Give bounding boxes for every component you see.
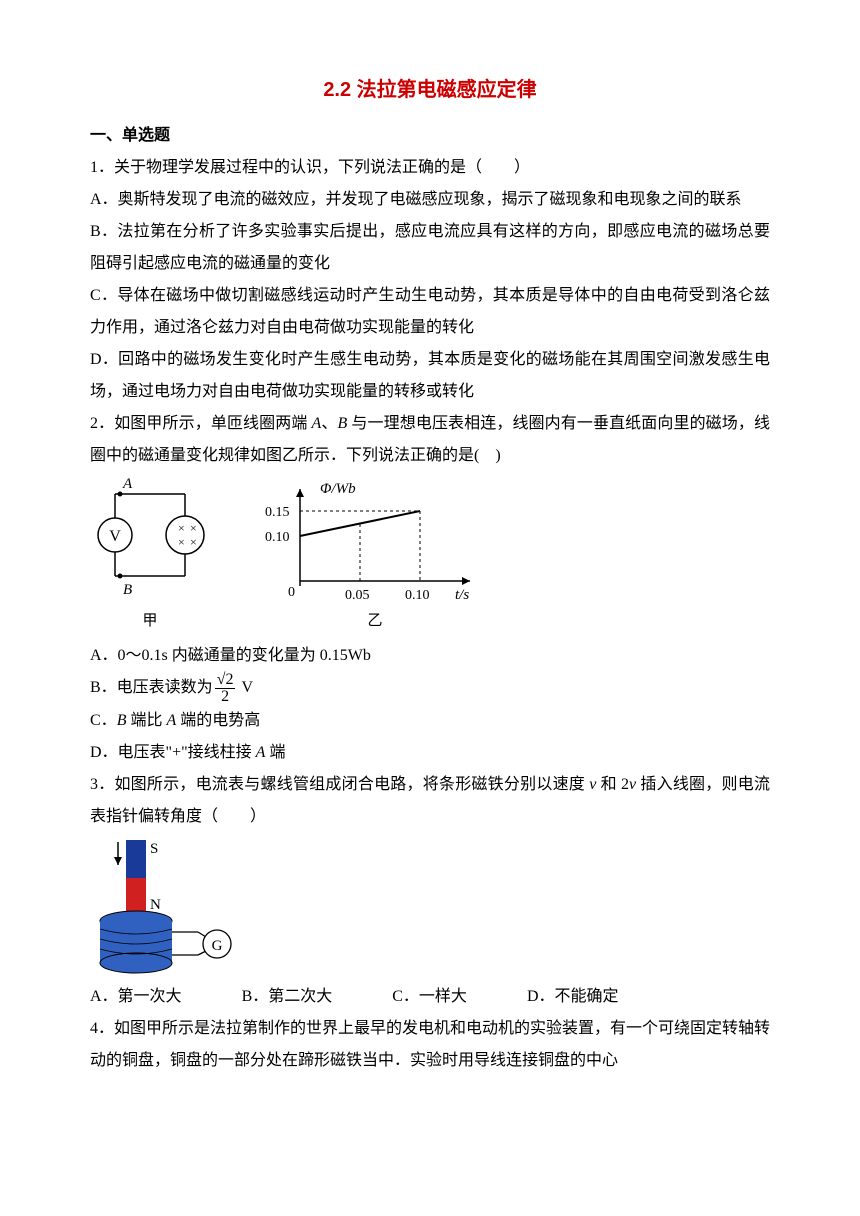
q3-stem-a: 3．如图所示，电流表与螺线管组成闭合电路，将条形磁铁分别以速度 <box>90 776 589 793</box>
q4-stem: 4．如图甲所示是法拉第制作的世界上最早的发电机和电动机的实验装置，有一个可绕固定… <box>90 1013 770 1077</box>
figure-yi-caption: 乙 <box>260 606 490 636</box>
magnet-n-label: N <box>150 897 161 913</box>
q2-optc-e: 端的电势高 <box>176 712 260 729</box>
svg-text:×: × <box>178 521 185 535</box>
q1-stem: 1．关于物理学发展过程中的认识，下列说法正确的是（ ） <box>90 152 770 184</box>
svg-text:×: × <box>190 521 197 535</box>
magnet-s-label: S <box>150 841 158 857</box>
figure-jia: V A B ×× ×× 甲 <box>90 476 210 636</box>
yi-x1-label: 0.05 <box>345 588 370 603</box>
q2-optc-d: A <box>166 712 176 729</box>
q2-opt-a: A．0～0.1s 内磁通量的变化量为 0.15Wb <box>90 640 770 672</box>
q2-opt-d: D．电压表"+"接线柱接 A 端 <box>90 737 770 769</box>
q1-opt-c: C．导体在磁场中做切割磁感线运动时产生动生电动势，其本质是导体中的自由电荷受到洛… <box>90 280 770 344</box>
graph-icon: 0.15 0.10 0.05 0.10 0 Φ/Wb t/s <box>260 481 490 606</box>
yi-xlabel: t/s <box>455 587 469 603</box>
yi-ylabel: Φ/Wb <box>320 481 356 497</box>
galvanometer-label: G <box>212 938 223 954</box>
q2-optd-c: 端 <box>265 744 285 761</box>
figure-jia-caption: 甲 <box>90 606 210 636</box>
circuit-diagram-icon: V A B ×× ×× <box>90 476 210 606</box>
yi-y2-label: 0.10 <box>265 530 290 545</box>
q2-optc-a: C． <box>90 712 117 729</box>
q2-optc-c: 端比 <box>126 712 166 729</box>
yi-x2-label: 0.10 <box>405 588 430 603</box>
q2-optb-a: B．电压表读数为 <box>90 679 213 696</box>
yi-y1-label: 0.15 <box>265 505 290 520</box>
q1-opt-d: D．回路中的磁场发生变化时产生感生电动势，其本质是变化的磁场能在其周围空间激发感… <box>90 344 770 408</box>
q2-optc-b: B <box>117 712 127 729</box>
q2-optd-b: A <box>256 744 266 761</box>
q2-optb-unit: V <box>237 679 253 696</box>
figure-q3: S N G <box>90 837 220 977</box>
frac-den: 2 <box>215 689 236 705</box>
q3-stem-c: 和 2 <box>596 776 629 793</box>
q3-opt-c: C．一样大 <box>392 981 467 1013</box>
svg-text:B: B <box>123 582 132 598</box>
q2-stem-a: 2．如图甲所示，单匝线圈两端 <box>90 415 312 432</box>
q3-opt-d: D．不能确定 <box>527 981 619 1013</box>
q3-options: A．第一次大 B．第二次大 C．一样大 D．不能确定 <box>90 981 770 1013</box>
svg-text:V: V <box>109 528 121 545</box>
q2-opt-c: C．B 端比 A 端的电势高 <box>90 705 770 737</box>
q2-stem-d: B <box>338 415 348 432</box>
section-heading: 一、单选题 <box>90 120 770 152</box>
q2-stem-c: 、 <box>321 415 337 432</box>
q3-opt-b: B．第二次大 <box>242 981 333 1013</box>
fraction-icon: √22 <box>215 672 236 705</box>
frac-num: √2 <box>215 672 236 689</box>
svg-text:A: A <box>122 476 133 492</box>
q3-opt-a: A．第一次大 <box>90 981 182 1013</box>
page-title: 2.2 法拉第电磁感应定律 <box>90 70 770 110</box>
q2-stem-b: A <box>312 415 322 432</box>
svg-text:×: × <box>178 535 185 549</box>
figure-yi: 0.15 0.10 0.05 0.10 0 Φ/Wb t/s 乙 <box>260 481 490 636</box>
q1-opt-a: A．奥斯特发现了电流的磁效应，并发现了电磁感应现象，揭示了磁现象和电现象之间的联… <box>90 184 770 216</box>
q2-opt-b: B．电压表读数为√22 V <box>90 672 770 705</box>
yi-zero-label: 0 <box>288 585 295 600</box>
q2-optd-a: D．电压表"+"接线柱接 <box>90 744 256 761</box>
solenoid-magnet-icon: S N G <box>90 837 250 977</box>
q2-stem: 2．如图甲所示，单匝线圈两端 A、B 与一理想电压表相连，线圈内有一垂直纸面向里… <box>90 408 770 472</box>
q1-opt-b: B．法拉第在分析了许多实验事实后提出，感应电流应具有这样的方向，即感应电流的磁场… <box>90 216 770 280</box>
q2-figures: V A B ×× ×× 甲 0.15 0.10 0.05 0.10 0 <box>90 476 770 636</box>
svg-text:×: × <box>190 535 197 549</box>
q3-stem: 3．如图所示，电流表与螺线管组成闭合电路，将条形磁铁分别以速度 v 和 2v 插… <box>90 769 770 833</box>
